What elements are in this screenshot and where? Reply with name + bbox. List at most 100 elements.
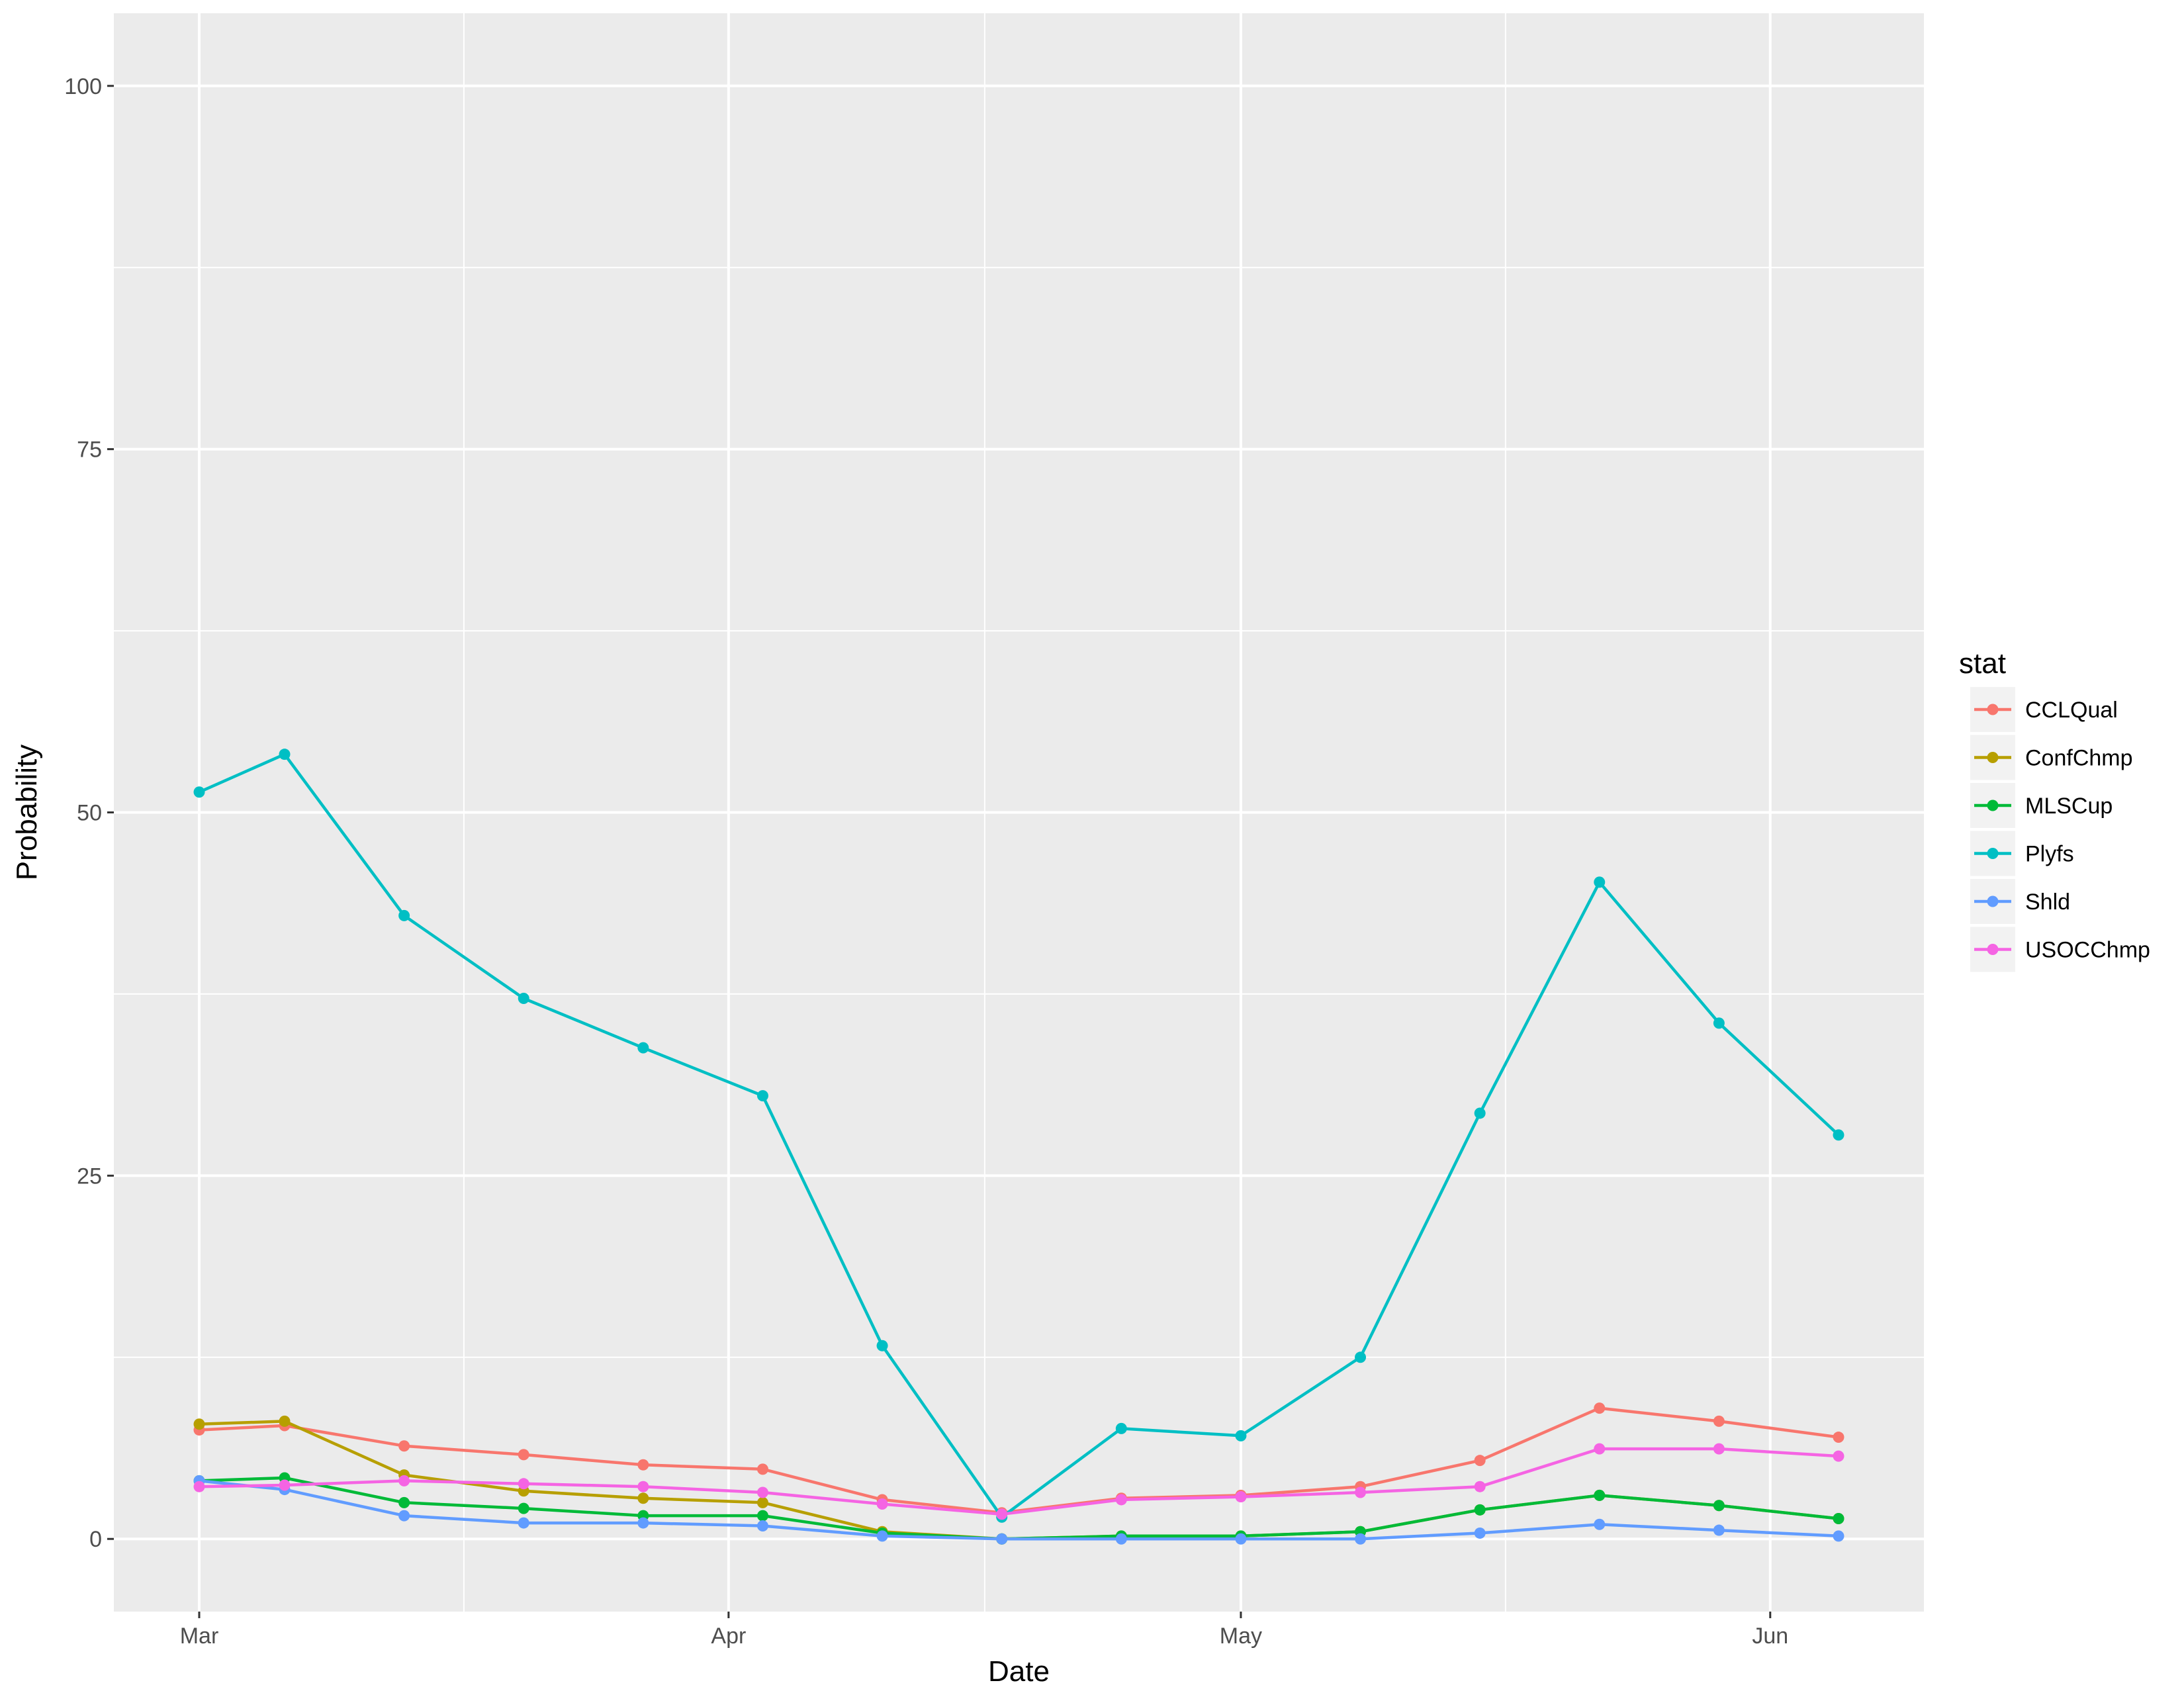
series-layer: [193, 749, 1844, 1545]
data-point: [756, 1510, 768, 1522]
y-tick-label: 100: [64, 74, 102, 99]
data-point: [1355, 1533, 1367, 1545]
y-tick-label: 25: [77, 1164, 102, 1189]
data-point: [996, 1508, 1008, 1520]
data-point: [518, 993, 529, 1005]
data-point: [518, 1502, 529, 1514]
legend-key-point: [1987, 944, 1999, 955]
data-point: [1115, 1533, 1127, 1545]
data-point: [1474, 1527, 1486, 1539]
legend-item: Shld: [1970, 879, 2070, 924]
data-point: [756, 1496, 768, 1508]
data-point: [756, 1520, 768, 1531]
data-point: [1474, 1504, 1486, 1516]
legend-label: USOCChmp: [2025, 938, 2150, 963]
data-point: [398, 1440, 410, 1452]
data-point: [996, 1533, 1008, 1545]
legend-item: CCLQual: [1970, 687, 2118, 732]
series-usocchmp: [193, 1443, 1844, 1520]
x-tick-label: May: [1220, 1623, 1262, 1649]
data-point: [637, 1517, 649, 1529]
y-axis: 0 25 50 75 100: [64, 74, 114, 1552]
data-point: [398, 909, 410, 921]
y-tick-label: 75: [77, 437, 102, 463]
x-axis-title: Date: [988, 1655, 1050, 1688]
data-point: [1833, 1129, 1844, 1141]
data-point: [518, 1478, 529, 1490]
legend-label: Plyfs: [2025, 842, 2074, 867]
data-point: [1833, 1530, 1844, 1542]
data-point: [1355, 1486, 1367, 1498]
x-tick-label: Mar: [180, 1623, 219, 1649]
legend-key-point: [1987, 752, 1999, 763]
data-point: [637, 1042, 649, 1054]
data-point: [518, 1449, 529, 1461]
data-point: [756, 1090, 768, 1102]
data-point: [1594, 1489, 1606, 1501]
data-point: [279, 749, 291, 760]
data-point: [637, 1481, 649, 1492]
data-point: [1833, 1450, 1844, 1462]
data-point: [876, 1498, 888, 1510]
data-point: [398, 1475, 410, 1486]
data-point: [637, 1459, 649, 1471]
legend-key-point: [1987, 848, 1999, 859]
y-axis-title: Probability: [11, 745, 43, 880]
data-point: [1594, 1443, 1606, 1455]
data-point: [518, 1517, 529, 1529]
legend-key-point: [1987, 800, 1999, 811]
data-point: [193, 1418, 205, 1430]
data-point: [756, 1463, 768, 1475]
data-point: [1713, 1443, 1725, 1455]
data-point: [1713, 1415, 1725, 1427]
data-point: [1713, 1017, 1725, 1029]
data-point: [1355, 1351, 1367, 1363]
legend-key-point: [1987, 895, 1999, 907]
legend-label: Shld: [2025, 890, 2070, 915]
data-point: [1474, 1455, 1486, 1467]
data-point: [1235, 1491, 1247, 1503]
legend-label: CCLQual: [2025, 698, 2118, 723]
y-tick-label: 50: [77, 801, 102, 826]
data-point: [1115, 1422, 1127, 1434]
legend-item: MLSCup: [1970, 783, 2113, 828]
data-point: [1474, 1481, 1486, 1492]
data-point: [1235, 1533, 1247, 1545]
data-point: [1594, 1518, 1606, 1530]
data-point: [876, 1340, 888, 1351]
data-point: [1235, 1430, 1247, 1441]
legend-item: Plyfs: [1970, 831, 2074, 876]
legend-item: USOCChmp: [1970, 927, 2150, 972]
data-point: [1115, 1494, 1127, 1506]
series-shld: [193, 1475, 1844, 1545]
legend-key-point: [1987, 704, 1999, 715]
data-point: [637, 1492, 649, 1504]
legend-items: CCLQual ConfChmp MLSCup Plyfs Shld USOCChmp: [1970, 687, 2150, 972]
data-point: [279, 1415, 291, 1427]
legend: stat CCLQual ConfChmp MLSCup Plyfs Shld USOCC…: [1959, 647, 2150, 972]
data-point: [876, 1530, 888, 1542]
x-axis: Mar Apr May Jun: [180, 1612, 1788, 1649]
legend-label: ConfChmp: [2025, 746, 2133, 771]
data-point: [193, 786, 205, 798]
legend-label: MLSCup: [2025, 794, 2113, 819]
data-point: [1594, 876, 1606, 888]
data-point: [756, 1486, 768, 1498]
x-tick-label: Jun: [1752, 1623, 1788, 1649]
data-point: [1713, 1524, 1725, 1536]
legend-item: ConfChmp: [1970, 735, 2133, 780]
legend-title: stat: [1959, 647, 2006, 680]
data-point: [1594, 1402, 1606, 1414]
data-point: [1474, 1107, 1486, 1119]
data-point: [1833, 1432, 1844, 1443]
data-point: [398, 1496, 410, 1508]
data-point: [193, 1481, 205, 1492]
data-point: [279, 1479, 291, 1491]
y-tick-label: 0: [89, 1527, 102, 1552]
major-gridlines: [114, 13, 1924, 1612]
x-tick-label: Apr: [711, 1623, 746, 1649]
data-point: [398, 1510, 410, 1522]
data-point: [1833, 1512, 1844, 1524]
